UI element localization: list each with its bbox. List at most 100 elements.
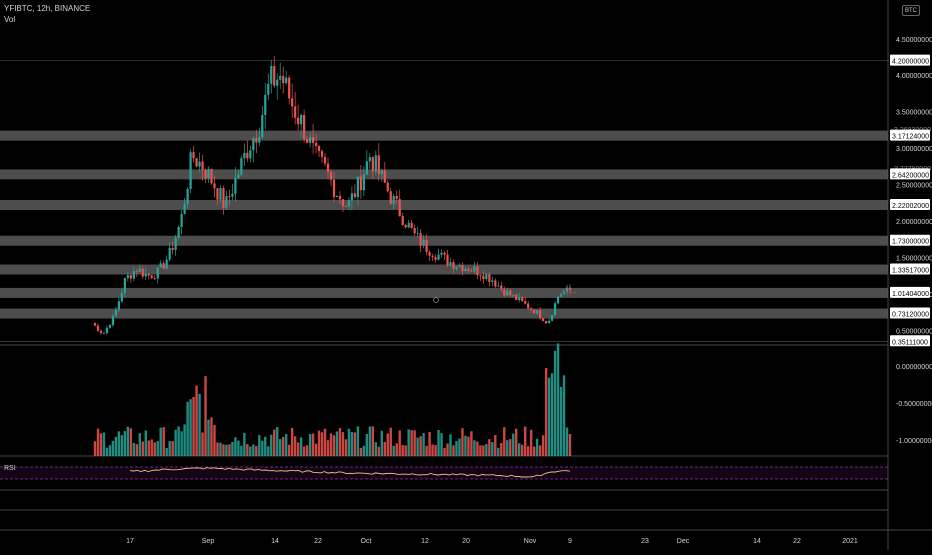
candle-body-108: [413, 227, 416, 234]
candle-body-127: [470, 271, 473, 272]
level-band-8: [0, 287, 888, 298]
volume-bar-32: [186, 401, 189, 456]
volume-bar-18: [144, 430, 147, 456]
candle-body-15: [135, 271, 138, 272]
price-tick-6: 1.50000000: [896, 256, 932, 263]
candle-body-40: [210, 168, 213, 184]
volume-bar-126: [467, 436, 470, 456]
volume-bar-23: [159, 427, 162, 456]
volume-bar-5: [105, 447, 109, 456]
candle-body-119: [446, 254, 449, 266]
volume-bar-61: [273, 429, 276, 456]
candle-body-152: [545, 321, 548, 324]
volume-bar-79: [326, 440, 330, 456]
volume-label[interactable]: Vol: [4, 15, 16, 24]
volume-bar-80: [329, 433, 333, 456]
volume-bar-20: [150, 439, 153, 456]
x-tick-0: 17: [126, 538, 134, 545]
candle-body-102: [395, 195, 398, 200]
candle-body-121: [452, 262, 455, 269]
candle-body-90: [359, 176, 362, 191]
candle-body-39: [207, 168, 210, 179]
candle-body-88: [353, 193, 356, 198]
volume-bar-86: [347, 428, 351, 456]
volume-bar-99: [386, 433, 389, 456]
candle-body-138: [503, 289, 506, 296]
x-tick-5: 12: [421, 538, 429, 545]
volume-bar-95: [374, 442, 378, 456]
candle-body-116: [437, 254, 440, 260]
candle-body-44: [222, 188, 225, 208]
volume-bar-140: [509, 439, 512, 456]
candle-body-76: [317, 145, 321, 152]
candle-body-72: [306, 139, 309, 143]
level-band-5: [0, 199, 888, 210]
volume-bar-48: [234, 437, 237, 456]
candle-body-27: [171, 247, 174, 250]
volume-bar-101: [392, 445, 395, 456]
volume-bar-68: [293, 436, 297, 456]
volume-bar-16: [138, 433, 141, 456]
volume-bar-66: [287, 444, 291, 456]
candle-body-105: [404, 225, 407, 228]
volume-bar-120: [449, 434, 452, 456]
x-tick-1: Sep: [202, 538, 215, 545]
candle-body-145: [524, 301, 527, 304]
candle-body-150: [539, 310, 542, 319]
volume-bar-57: [261, 440, 264, 456]
volume-bar-3: [99, 433, 103, 456]
volume-bar-52: [246, 444, 249, 456]
level-tag-label-4: 2.64200000: [892, 172, 929, 179]
volume-bar-137: [500, 442, 503, 456]
volume-bar-13: [129, 428, 133, 456]
candle-body-143: [518, 297, 521, 301]
candle-body-61: [273, 66, 276, 86]
volume-bar-56: [258, 435, 261, 456]
candle-body-115: [434, 257, 437, 260]
candle-body-6: [108, 325, 112, 328]
candle-body-149: [536, 310, 539, 314]
candle-body-142: [515, 294, 518, 301]
volume-bar-117: [440, 433, 443, 456]
candle-body-66: [288, 77, 291, 99]
volume-bar-139: [506, 440, 509, 456]
price-tick-8: 0.50000000: [896, 328, 932, 335]
candle-body-128: [473, 266, 476, 272]
volume-bar-10: [120, 435, 124, 456]
volume-bar-127: [470, 431, 473, 456]
volume-bar-149: [535, 438, 539, 456]
level-tag-label-0: 4.20000000: [892, 59, 929, 66]
candle-body-132: [485, 274, 488, 280]
volume-bar-44: [222, 444, 225, 456]
volume-bar-53: [249, 446, 252, 456]
candle-body-137: [500, 285, 503, 290]
volume-bar-124: [461, 428, 464, 456]
candle-body-111: [422, 239, 425, 246]
candle-body-49: [237, 174, 240, 178]
volume-bar-50: [240, 445, 243, 456]
level-tag-8: [890, 286, 930, 298]
level-tag-label-5: 2.22002000: [892, 203, 929, 210]
candle-body-118: [443, 252, 446, 255]
candle-body-38: [204, 169, 207, 179]
volume-bar-113: [428, 431, 431, 456]
candle-body-62: [276, 79, 279, 86]
volume-bar-158: [562, 375, 566, 456]
symbol-title[interactable]: YFIBTC, 12h, BINANCE: [4, 4, 91, 13]
level-tag-4: [890, 168, 930, 180]
volume-bar-116: [437, 430, 440, 456]
volume-bar-125: [464, 435, 467, 456]
price-tick-0: 4.50000000: [896, 37, 932, 44]
candle-body-73: [308, 137, 312, 143]
candle-body-140: [509, 290, 512, 296]
rsi-label: RSI: [4, 465, 16, 472]
currency-badge[interactable]: BTC: [902, 5, 920, 16]
x-tick-12: 22: [793, 538, 801, 545]
level-tag-9: [890, 307, 930, 319]
volume-bar-76: [317, 430, 321, 456]
candle-body-110: [419, 233, 422, 246]
candle-body-52: [246, 152, 249, 159]
volume-bar-89: [356, 426, 360, 456]
